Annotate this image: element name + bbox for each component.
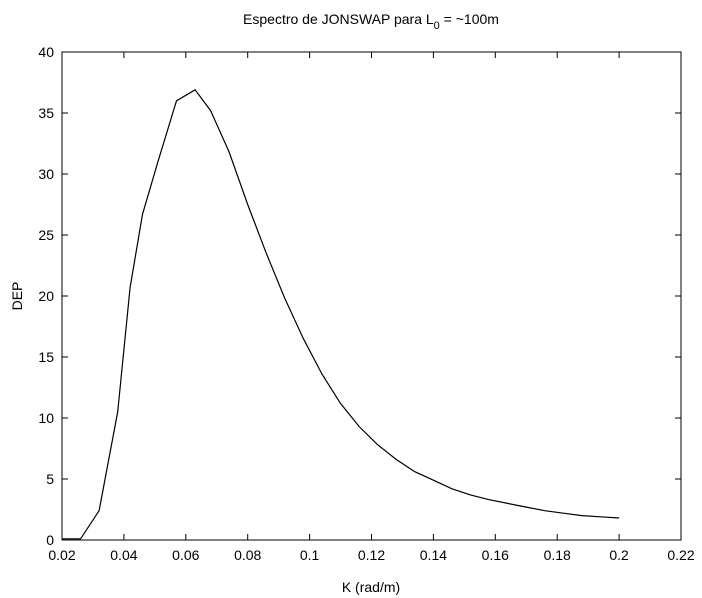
y-tick-label: 30: [38, 166, 54, 182]
x-tick-label: 0.08: [234, 547, 261, 563]
x-tick-label: 0.02: [48, 547, 75, 563]
x-tick-label: 0.2: [609, 547, 629, 563]
y-axis-label: DEP: [9, 282, 25, 311]
x-tick-label: 0.06: [172, 547, 199, 563]
x-axis-label: K (rad/m): [342, 579, 400, 595]
y-tick-label: 15: [38, 349, 54, 365]
x-tick-label: 0.22: [667, 547, 694, 563]
chart-title-text: Espectro de JONSWAP para L: [243, 11, 434, 27]
x-tick-label: 0.04: [110, 547, 137, 563]
y-tick-label: 5: [46, 471, 54, 487]
x-tick-label: 0.14: [420, 547, 447, 563]
chart-title: Espectro de JONSWAP para L0 = ~100m: [243, 11, 499, 32]
plot-background: [62, 52, 681, 540]
x-tick-label: 0.16: [482, 547, 509, 563]
y-tick-label: 35: [38, 105, 54, 121]
y-tick-label: 25: [38, 227, 54, 243]
x-tick-label: 0.12: [358, 547, 385, 563]
y-tick-label: 40: [38, 44, 54, 60]
y-tick-label: 0: [46, 532, 54, 548]
y-tick-label: 20: [38, 288, 54, 304]
plot-frame: [61, 51, 682, 541]
y-tick-label: 10: [38, 410, 54, 426]
chart-title-suffix: = ~100m: [440, 11, 499, 27]
x-tick-label: 0.18: [544, 547, 571, 563]
series-line: [62, 89, 620, 540]
x-axis-ticks: 0.02 0.04 0.06 0.08 0.1 0.12 0.14 0.16 0.18 0.2 0.…: [48, 52, 695, 563]
x-tick-label: 0.1: [300, 547, 320, 563]
chart-title-subscript: 0: [434, 20, 440, 32]
y-axis-ticks: 0 5 10 15 20 25 30 35 40: [38, 44, 681, 548]
